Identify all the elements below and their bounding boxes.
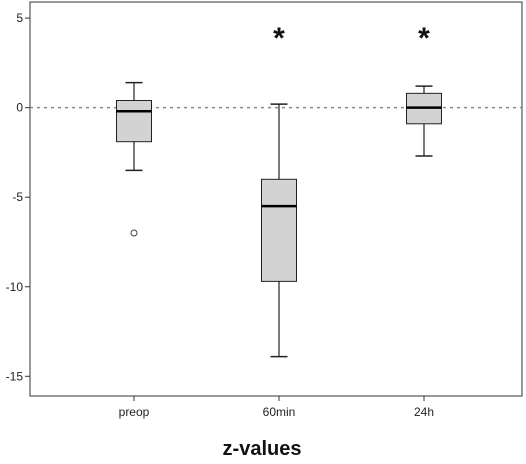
x-tick-label-preop: preop — [119, 405, 150, 419]
y-axis: 5 0 -5 -10 -15 — [6, 11, 30, 383]
y-tick-label: 0 — [16, 101, 23, 115]
significance-asterisk: * — [418, 22, 430, 55]
box-24h: * — [406, 22, 442, 157]
y-tick-label: -5 — [12, 190, 23, 204]
outlier-point — [130, 229, 138, 237]
y-tick-label: 5 — [16, 11, 23, 25]
boxes-group: * * — [116, 22, 442, 358]
box-60min: * — [261, 22, 297, 358]
box-preop — [116, 81, 152, 237]
y-tick-label: -10 — [6, 280, 24, 294]
x-axis: preop 60min 24h — [119, 396, 434, 419]
y-tick-label: -15 — [6, 369, 24, 383]
x-tick-label-60min: 60min — [263, 405, 296, 419]
x-axis-title: z-values — [223, 438, 302, 460]
iqr-box — [261, 178, 297, 282]
iqr-box — [116, 100, 152, 143]
x-tick-label-24h: 24h — [414, 405, 434, 419]
significance-asterisk: * — [273, 22, 285, 55]
